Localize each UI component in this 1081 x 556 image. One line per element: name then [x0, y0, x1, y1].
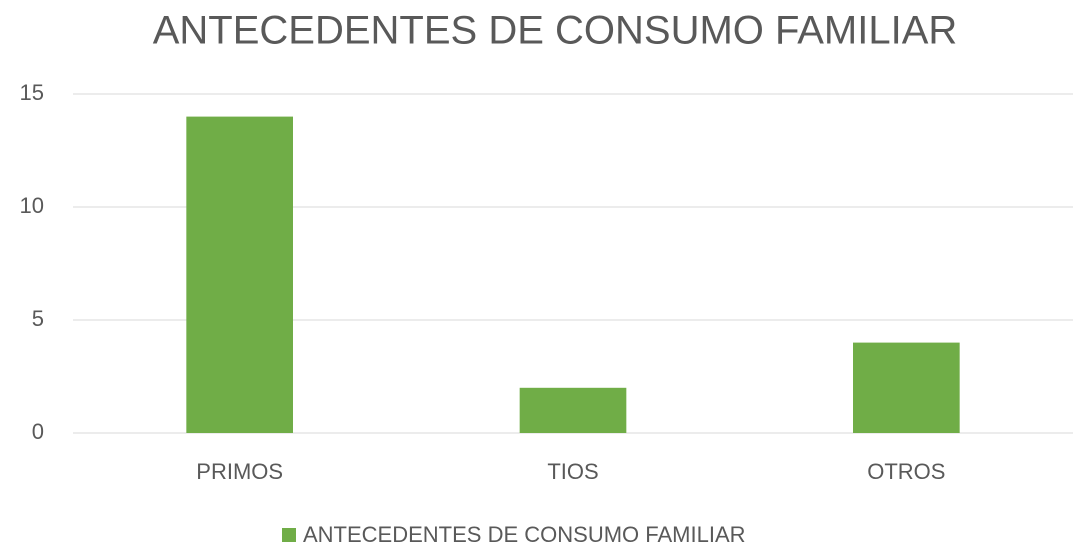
- x-tick-label: TIOS: [547, 459, 598, 484]
- bar: [519, 387, 627, 433]
- bar: [186, 116, 293, 433]
- y-tick-label: 5: [32, 306, 44, 331]
- chart-title: ANTECEDENTES DE CONSUMO FAMILIAR: [153, 9, 958, 53]
- y-tick-label: 15: [20, 80, 44, 105]
- legend-label: ANTECEDENTES DE CONSUMO FAMILIAR: [303, 522, 746, 547]
- x-tick-label: OTROS: [867, 459, 945, 484]
- legend-swatch: [282, 528, 296, 542]
- bar: [853, 342, 960, 433]
- y-tick-label: 0: [32, 419, 44, 444]
- y-tick-label: 10: [20, 193, 44, 218]
- x-tick-label: PRIMOS: [196, 459, 283, 484]
